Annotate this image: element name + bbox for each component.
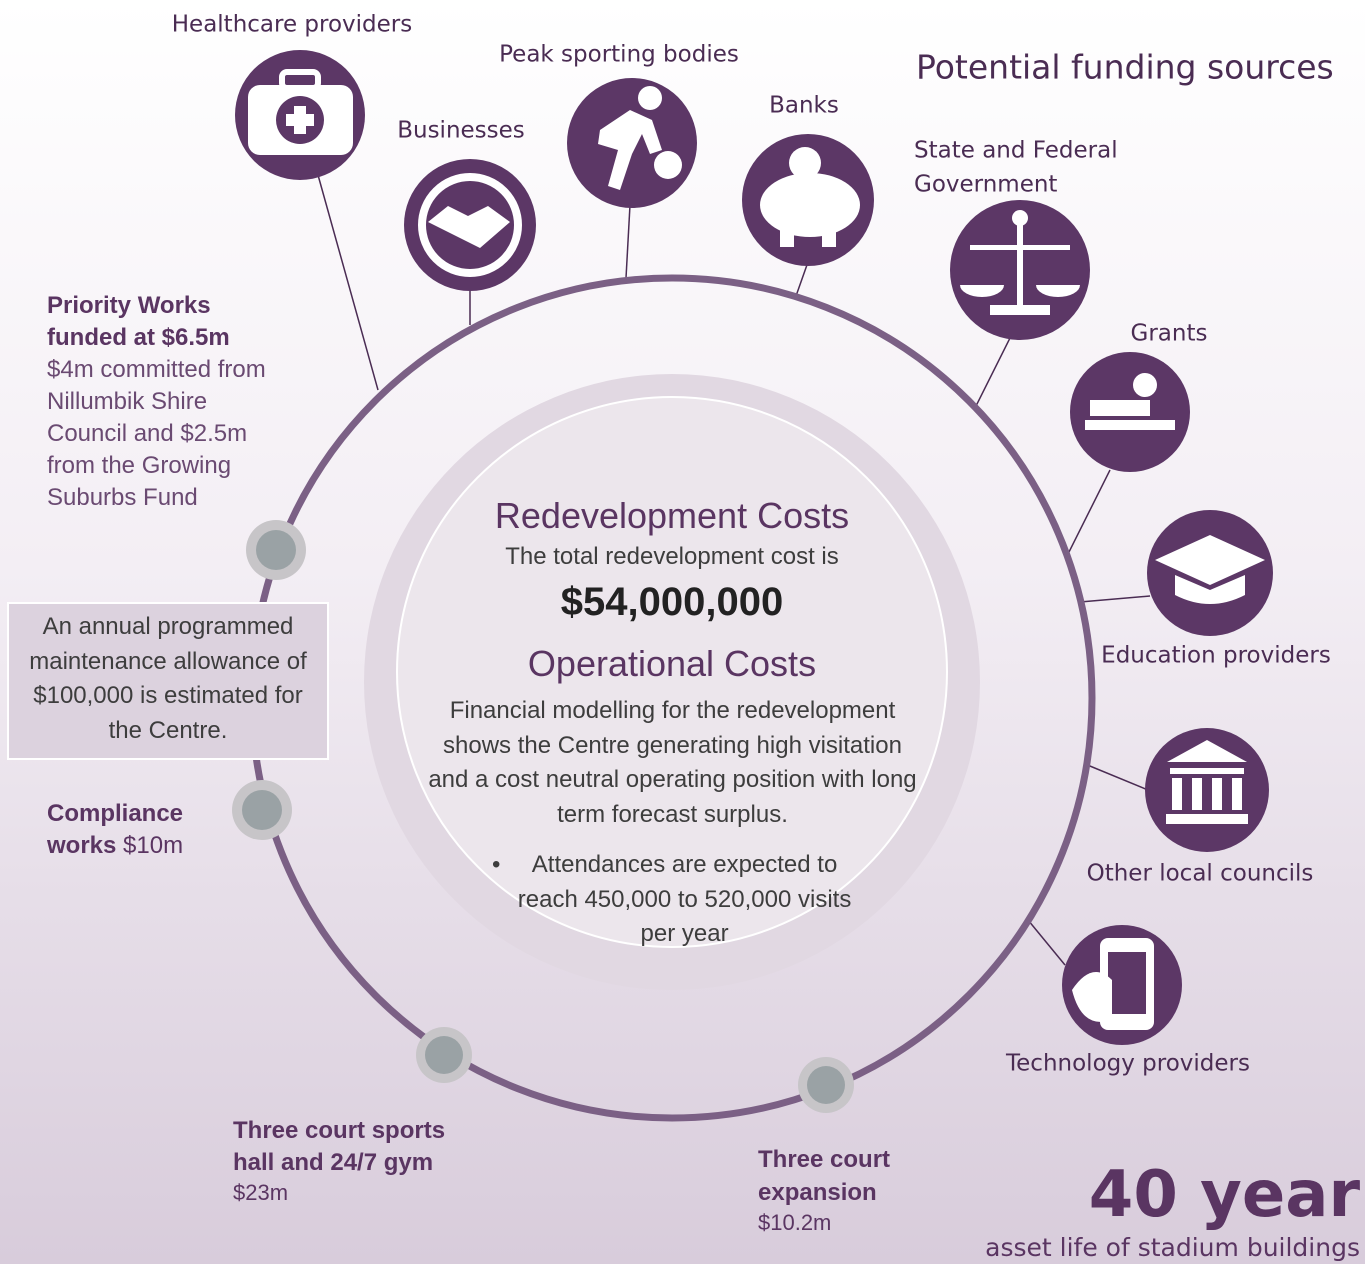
asset-caption: asset life of stadium buildings bbox=[985, 1233, 1360, 1262]
source-label: State and Federal bbox=[914, 138, 1118, 164]
source-label: Peak sporting bodies bbox=[499, 42, 739, 68]
source-label: Banks bbox=[769, 93, 839, 119]
stage-title: Three court sports hall and 24/7 gym bbox=[233, 1117, 446, 1176]
stage-dots bbox=[232, 520, 854, 1113]
source-label: Other local councils bbox=[1087, 861, 1314, 887]
connectors bbox=[317, 174, 1151, 966]
source-label: Healthcare providers bbox=[172, 12, 413, 38]
source-label: Businesses bbox=[397, 118, 525, 144]
source-label: Technology providers bbox=[1005, 1051, 1250, 1077]
maintenance-box: An annual programmed maintenance allowan… bbox=[7, 602, 329, 760]
stage-detail: $10.2m bbox=[758, 1210, 832, 1235]
center-heading: Operational Costs bbox=[527, 643, 817, 684]
source-label: Grants bbox=[1131, 321, 1208, 347]
stage-title: Compliance works bbox=[47, 800, 184, 859]
center-bullet: • Attendances are expected to reach 450,… bbox=[492, 848, 862, 952]
center-paragraph: Financial modelling for the redevelopmen… bbox=[428, 697, 917, 828]
stage-title: Priority Works funded at $6.5m bbox=[47, 292, 230, 351]
asset-headline: 40 year bbox=[1088, 1158, 1360, 1232]
stage-detail: $4m committed from Nillumbik Shire Counc… bbox=[47, 356, 266, 511]
stage-detail: $23m bbox=[233, 1180, 289, 1205]
icon-glyphs bbox=[248, 69, 1265, 1030]
stage: Compliance works $10m bbox=[47, 798, 217, 862]
funding-title: Potential funding sources bbox=[916, 48, 1334, 87]
center-heading: Redevelopment Costs bbox=[494, 495, 850, 536]
bullet-text: Attendances are expected to reach 450,00… bbox=[517, 851, 852, 947]
source-label: Government bbox=[914, 172, 1057, 198]
stage-detail: $10m bbox=[123, 832, 184, 859]
inner-circle bbox=[396, 396, 948, 948]
stage-title: Three court expansion bbox=[758, 1146, 891, 1206]
center-intro: The total redevelopment cost is bbox=[505, 543, 839, 570]
source-label: Education providers bbox=[1101, 643, 1331, 669]
center-total: $54,000,000 bbox=[560, 580, 784, 624]
